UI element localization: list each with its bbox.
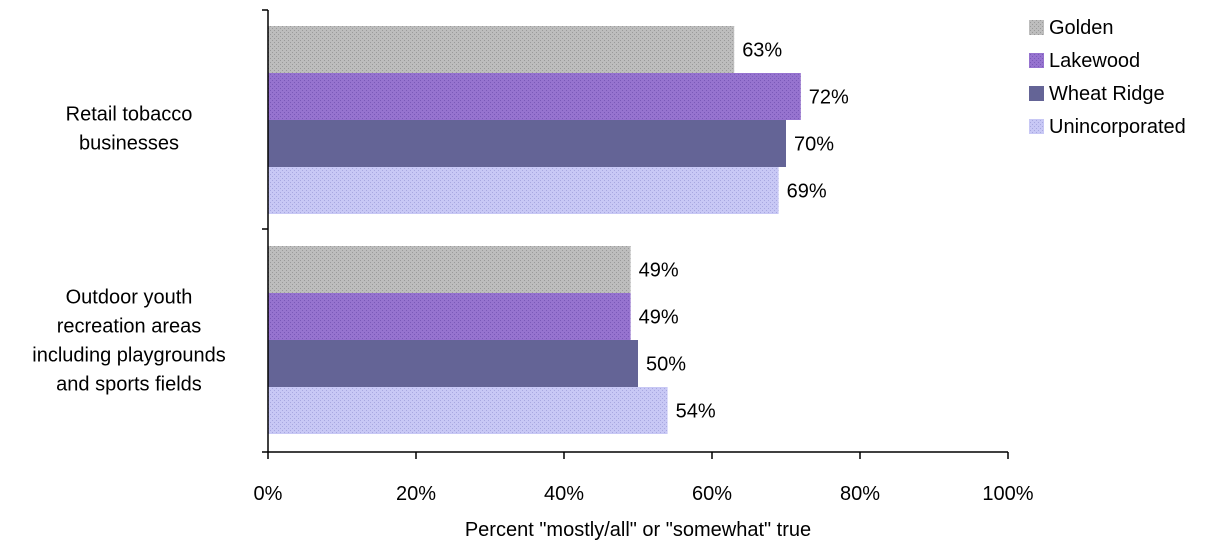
legend-label: Golden [1049, 17, 1114, 39]
legend-swatch [1029, 119, 1044, 134]
legend: Golden Lakewood Wheat Ridge Unincorporated [1029, 17, 1186, 138]
bar-wheat-ridge-2 [268, 340, 638, 387]
x-ticks-layer: 0% 20% 40% 60% 80% 100% [254, 452, 1034, 505]
bars-layer [268, 26, 801, 434]
x-tick-label: 60% [692, 483, 732, 505]
axes-layer [262, 9, 1008, 453]
legend-label: Lakewood [1049, 50, 1140, 72]
bar-lakewood-1 [268, 73, 801, 120]
legend-label: Unincorporated [1049, 116, 1186, 138]
x-tick-label: 80% [840, 483, 880, 505]
x-tick-label: 20% [396, 483, 436, 505]
x-axis-title: Percent "mostly/all" or "somewhat" true [465, 519, 811, 541]
data-label-unincorporated-2: 54% [676, 401, 716, 423]
data-labels-layer: 63% 72% 70% 69% 49% 49% 50% 54% [639, 40, 849, 423]
category-labels-layer: Retail tobacco businesses Outdoor youth rec… [32, 104, 225, 396]
bar-lakewood-2 [268, 293, 631, 340]
legend-item-golden: Golden [1029, 17, 1114, 39]
category-label-2: Outdoor youth recreation areas including p… [32, 287, 225, 396]
data-label-golden-2: 49% [639, 260, 679, 282]
legend-item-wheat-ridge: Wheat Ridge [1029, 83, 1165, 105]
bar-unincorporated-1 [268, 167, 779, 214]
data-label-wheat-ridge-1: 70% [794, 134, 834, 156]
data-label-golden-1: 63% [742, 40, 782, 62]
data-label-wheat-ridge-2: 50% [646, 354, 686, 376]
data-label-lakewood-2: 49% [639, 307, 679, 329]
category-label-1: Retail tobacco businesses [66, 104, 193, 155]
legend-swatch [1029, 53, 1044, 68]
bar-wheat-ridge-1 [268, 120, 786, 167]
x-tick-label: 100% [982, 483, 1033, 505]
x-tick-label: 40% [544, 483, 584, 505]
x-tick-label: 0% [254, 483, 283, 505]
legend-label: Wheat Ridge [1049, 83, 1165, 105]
data-label-lakewood-1: 72% [809, 87, 849, 109]
legend-swatch [1029, 86, 1044, 101]
bar-golden-2 [268, 246, 631, 293]
legend-item-lakewood: Lakewood [1029, 50, 1140, 72]
legend-item-unincorporated: Unincorporated [1029, 116, 1186, 138]
bar-unincorporated-2 [268, 387, 668, 434]
bar-golden-1 [268, 26, 735, 73]
data-label-unincorporated-1: 69% [787, 181, 827, 203]
legend-swatch [1029, 20, 1044, 35]
